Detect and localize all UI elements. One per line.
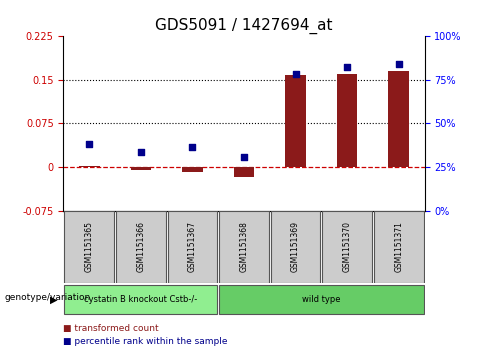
Text: GSM1151367: GSM1151367 xyxy=(188,221,197,272)
Bar xyxy=(323,211,372,283)
Text: ■ percentile rank within the sample: ■ percentile rank within the sample xyxy=(63,337,228,346)
Text: ▶: ▶ xyxy=(50,294,58,305)
Title: GDS5091 / 1427694_at: GDS5091 / 1427694_at xyxy=(155,17,333,33)
Text: GSM1151365: GSM1151365 xyxy=(85,221,94,272)
Bar xyxy=(271,211,320,283)
Bar xyxy=(130,167,151,170)
Point xyxy=(240,154,248,159)
Bar xyxy=(182,167,203,172)
Bar xyxy=(64,211,114,283)
Bar xyxy=(79,166,100,167)
Bar xyxy=(219,211,269,283)
Point xyxy=(188,144,196,150)
Bar xyxy=(374,211,424,283)
Point xyxy=(292,71,300,77)
Text: cystatin B knockout Cstb-/-: cystatin B knockout Cstb-/- xyxy=(84,295,198,304)
Text: GSM1151369: GSM1151369 xyxy=(291,221,300,272)
Bar xyxy=(64,285,217,314)
Bar xyxy=(168,211,217,283)
Text: wild type: wild type xyxy=(302,295,341,304)
Bar xyxy=(116,211,165,283)
Bar xyxy=(285,75,306,167)
Bar xyxy=(388,71,409,167)
Text: GSM1151370: GSM1151370 xyxy=(343,221,352,272)
Point xyxy=(85,141,93,147)
Text: ■ transformed count: ■ transformed count xyxy=(63,324,159,333)
Bar xyxy=(234,167,254,178)
Bar xyxy=(219,285,424,314)
Text: genotype/variation: genotype/variation xyxy=(5,293,91,302)
Text: GSM1151371: GSM1151371 xyxy=(394,221,403,272)
Bar xyxy=(337,74,358,167)
Point xyxy=(137,150,145,155)
Text: GSM1151368: GSM1151368 xyxy=(240,221,248,272)
Point xyxy=(395,61,403,66)
Text: GSM1151366: GSM1151366 xyxy=(136,221,145,272)
Point xyxy=(343,64,351,69)
